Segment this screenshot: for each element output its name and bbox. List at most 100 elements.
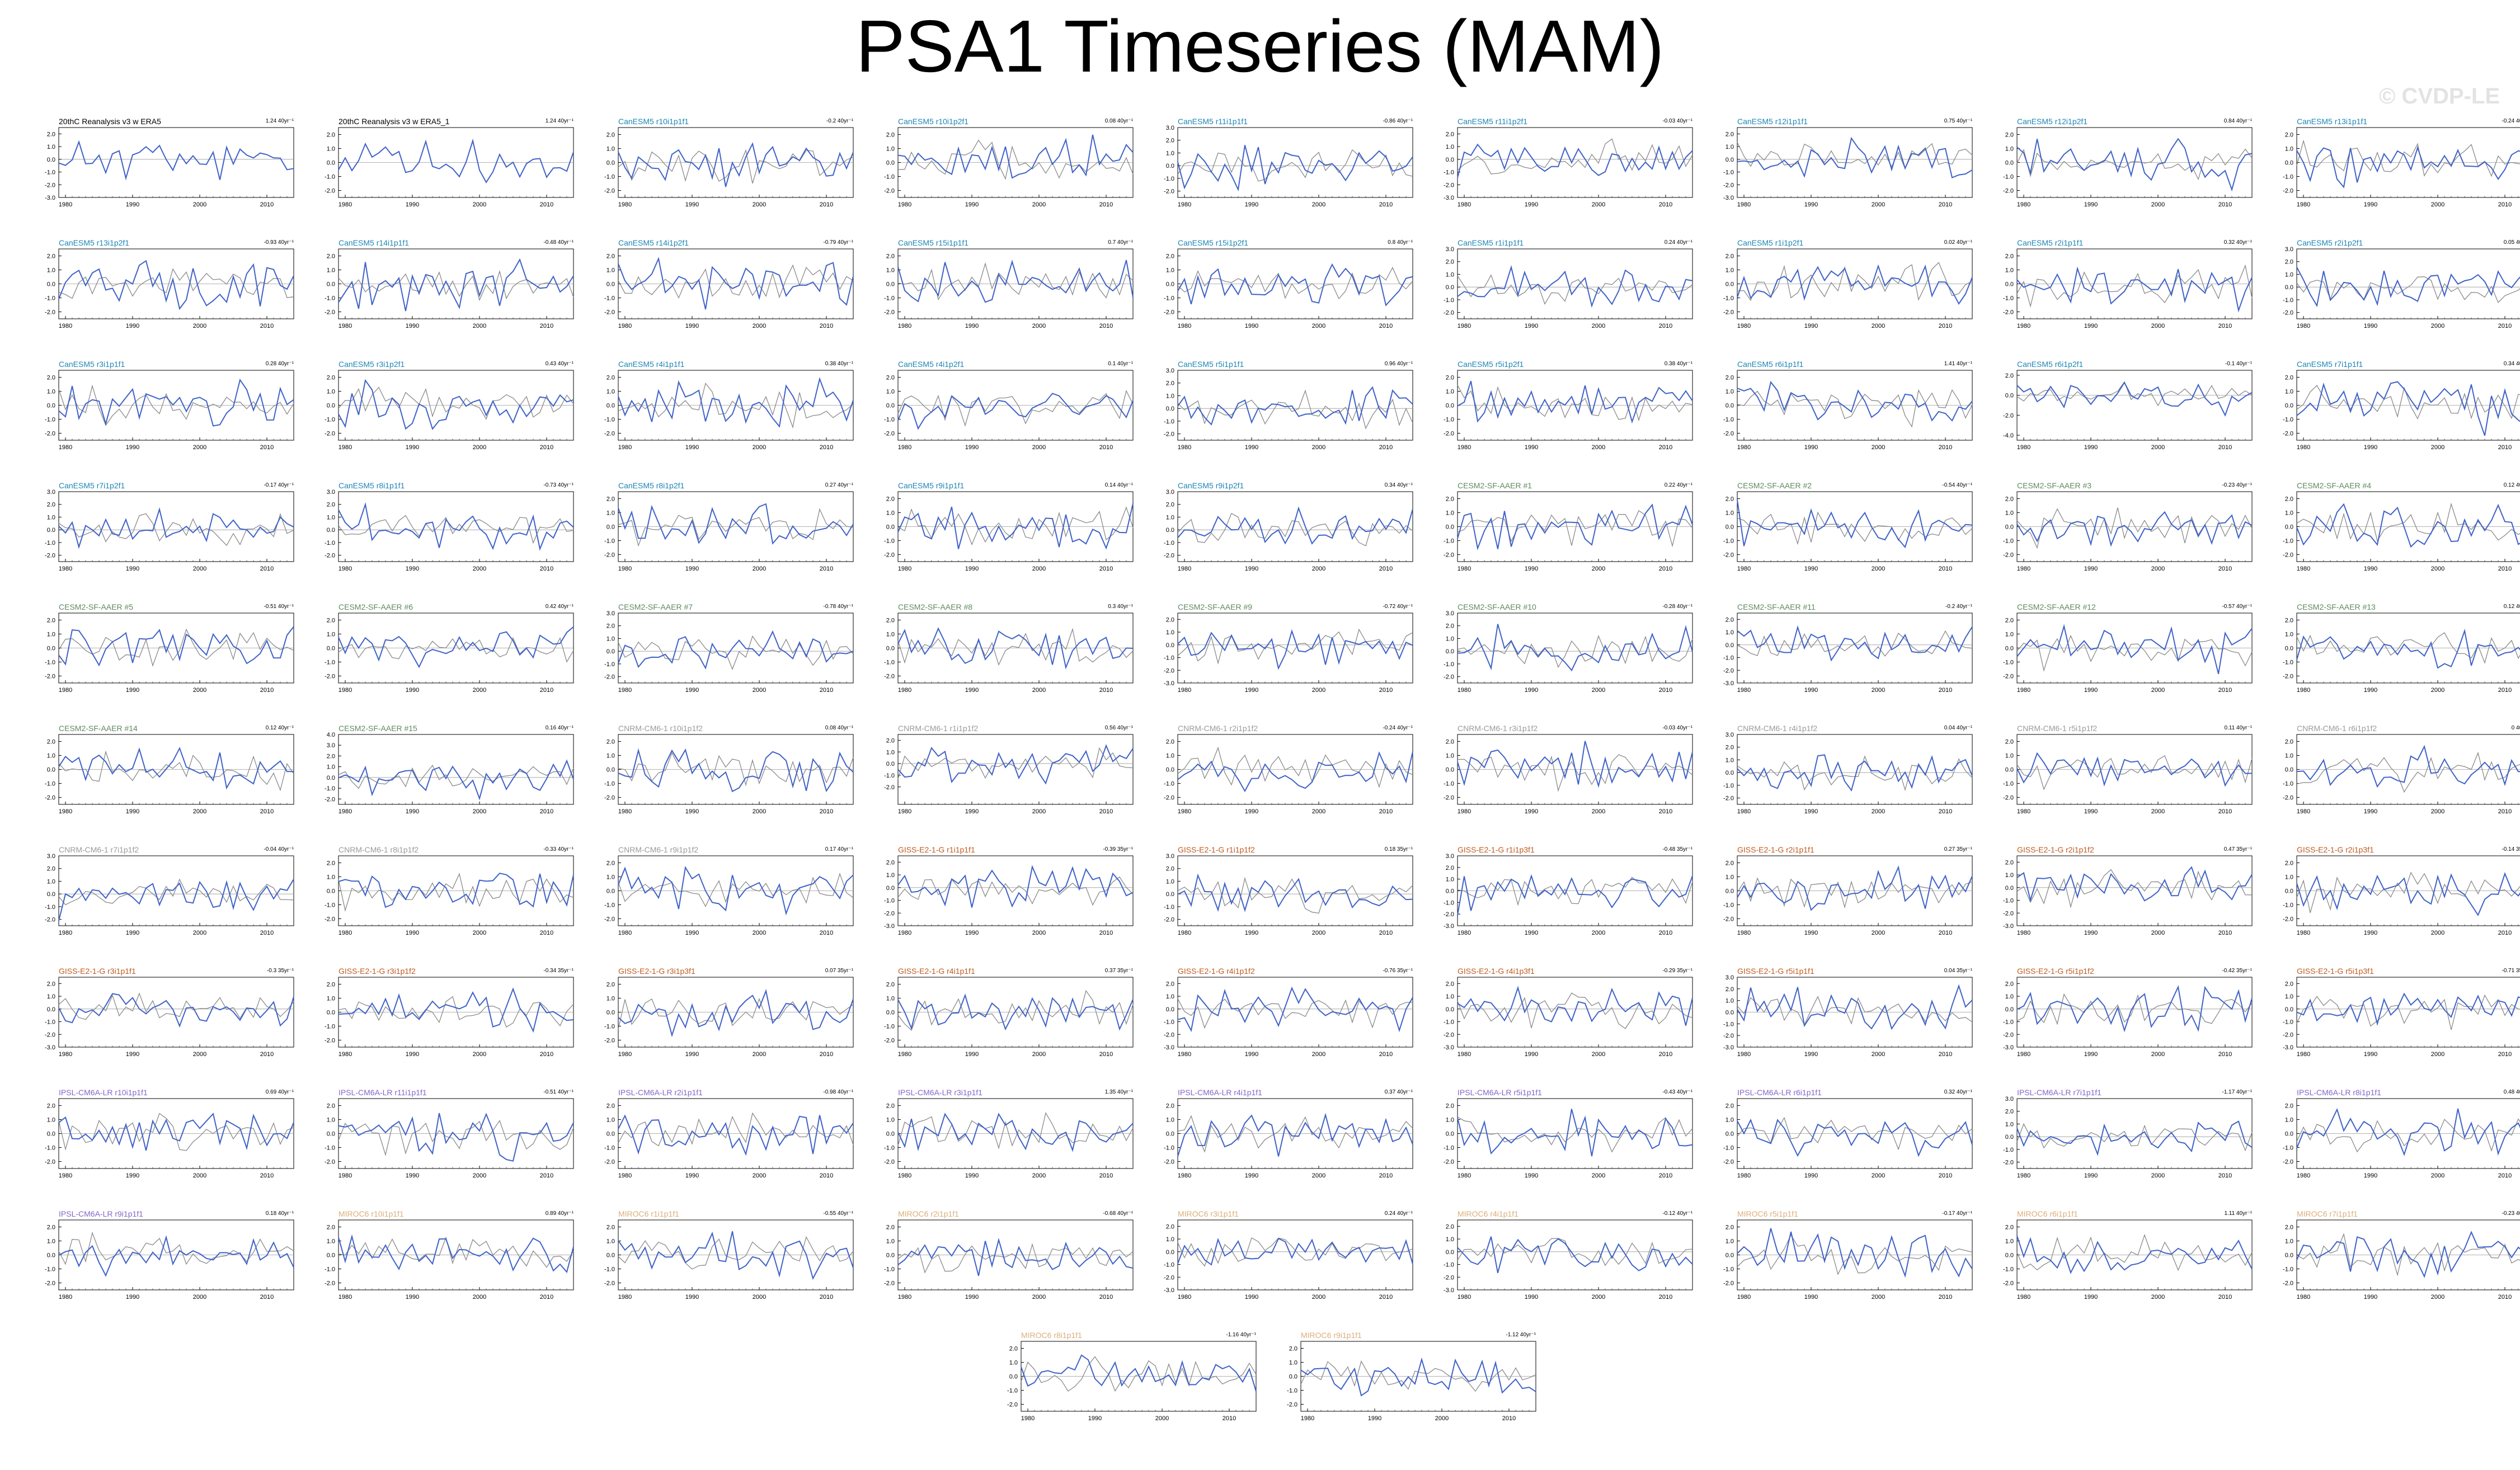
timeseries-panel: CESM2-SF-AAER #4 0.12 40yr⁻¹ 2.0 1.0 0.0 -1.0…: [2266, 480, 2520, 601]
member-series-line: [2016, 866, 2253, 902]
x-tick-label: 1980: [618, 201, 632, 208]
x-tick-label: 2000: [473, 687, 486, 694]
panel-trend: -0.51 40yr⁻¹: [264, 604, 294, 610]
x-tick-label: 2010: [2498, 1051, 2512, 1058]
y-tick-label: -2.0: [2003, 1160, 2014, 1166]
y-tick-label: -2.0: [2283, 552, 2293, 559]
x-tick-label: 1980: [1178, 201, 1191, 208]
x-tick-label: 2000: [1872, 687, 1885, 694]
panel-trend: 0.89 40yr⁻¹: [545, 1210, 573, 1217]
panel-label: CNRM-CM6-1 r7i1p1f2: [59, 845, 139, 854]
member-series-line: [1737, 136, 1973, 178]
timeseries-panel: GISS-E2-1-G r5i1p3f1 -0.71 35yr⁻¹ 2.0 1.0 0.…: [2266, 966, 2520, 1086]
y-tick-label: 3.0: [47, 489, 55, 496]
y-tick-label: 2.0: [607, 375, 615, 381]
x-tick-label: 2010: [2218, 1172, 2232, 1179]
y-tick-label: -2.0: [1723, 182, 1734, 189]
y-tick-label: -1.0: [1444, 661, 1454, 668]
x-tick-label: 2000: [1592, 323, 1605, 329]
x-tick-label: 1990: [406, 1051, 419, 1058]
y-tick-label: -2.0: [45, 182, 55, 189]
ensemble-mean-series-line: [1177, 746, 1413, 788]
y-tick-label: -1.0: [1723, 655, 1734, 662]
y-tick-label: 0.0: [886, 403, 895, 409]
y-tick-label: 2.0: [2005, 618, 2014, 624]
y-tick-label: 0.0: [2285, 646, 2293, 652]
x-tick-label: 1990: [1804, 323, 1818, 329]
panel-trend: -0.17 40yr⁻¹: [264, 482, 294, 488]
x-tick-label: 1980: [338, 930, 352, 936]
x-tick-label: 1990: [126, 1294, 139, 1301]
x-tick-label: 1990: [2084, 1172, 2098, 1179]
y-tick-label: 3.0: [47, 853, 55, 860]
y-tick-label: 2.0: [47, 1103, 55, 1110]
y-tick-label: 1.0: [47, 1117, 55, 1124]
y-tick-label: 2.0: [886, 1224, 895, 1231]
y-tick-label: 1.0: [1726, 998, 1734, 1005]
x-tick-label: 2010: [1099, 1051, 1113, 1058]
y-tick-label: 1.0: [1446, 144, 1454, 150]
x-tick-label: 2000: [193, 444, 206, 451]
y-tick-label: -2.0: [1723, 667, 1734, 674]
member-series-line: [1457, 624, 1693, 672]
panel-trend: 0.04 40yr⁻¹: [1944, 725, 1972, 731]
y-tick-label: -1.0: [884, 772, 895, 779]
panel-plot: 2.0 1.0 0.0 -1.0 -2.0 1980 1990 2000 2010: [1723, 370, 1973, 451]
y-tick-label: 1.0: [327, 514, 335, 521]
member-series-line: [618, 1114, 854, 1156]
x-tick-label: 1980: [618, 444, 632, 451]
ensemble-mean-series-line: [2296, 871, 2520, 913]
panel-trend: -0.1 40yr⁻¹: [2225, 361, 2252, 367]
x-tick-label: 2000: [2151, 687, 2165, 694]
ensemble-mean-series-line: [618, 508, 854, 547]
x-tick-label: 1980: [898, 808, 911, 815]
y-tick-label: 0.0: [2285, 284, 2293, 291]
x-tick-label: 1980: [1178, 444, 1191, 451]
x-tick-label: 1990: [1245, 808, 1258, 815]
x-tick-label: 1980: [618, 1172, 632, 1179]
x-tick-label: 2010: [1099, 201, 1113, 208]
x-tick-label: 2010: [1939, 1172, 1952, 1179]
x-tick-label: 2010: [260, 1172, 274, 1179]
x-tick-label: 1990: [126, 444, 139, 451]
timeseries-panel: CanESM5 r1i1p1f1 0.24 40yr⁻¹ 3.0 2.0 1.0 0.0 -…: [1427, 238, 1706, 358]
x-tick-label: 2010: [820, 687, 833, 694]
y-tick-label: -2.0: [2283, 188, 2293, 195]
timeseries-panel: CESM2-SF-AAER #8 0.3 40yr⁻¹ 2.0 1.0 0.0 -1.0 -…: [867, 602, 1147, 722]
timeseries-panel: GISS-E2-1-G r4i1p1f1 0.37 35yr⁻¹ 2.0 1.0 0.0…: [867, 966, 1147, 1086]
x-tick-label: 1980: [59, 687, 72, 694]
member-series-line: [1737, 380, 1973, 422]
y-tick-label: -2.0: [2283, 916, 2293, 923]
y-tick-label: 1.0: [2285, 874, 2293, 881]
x-tick-label: 1990: [965, 323, 979, 329]
member-series-line: [2296, 381, 2520, 436]
panel-trend: -0.24 40yr⁻¹: [1383, 725, 1413, 731]
timeseries-panel: CanESM5 r9i1p1f1 0.14 40yr⁻¹ 2.0 1.0 0.0 -1.0…: [867, 480, 1147, 601]
y-tick-label: 2.0: [47, 1224, 55, 1231]
ensemble-mean-series-line: [58, 1113, 294, 1151]
y-tick-label: 2.0: [2285, 132, 2293, 139]
x-tick-label: 2000: [473, 1051, 486, 1058]
y-tick-label: 2.0: [47, 502, 55, 508]
y-tick-label: -1.0: [2283, 902, 2293, 909]
timeseries-panel: CanESM5 r5i1p2f1 0.38 40yr⁻¹ 2.0 1.0 0.0 -1.0…: [1427, 359, 1706, 479]
member-series-line: [2296, 267, 2520, 308]
panel-trend: -0.42 35yr⁻¹: [2222, 968, 2252, 974]
x-tick-label: 1990: [406, 930, 419, 936]
y-tick-label: 1.0: [1446, 993, 1454, 1000]
y-tick-label: 2.0: [327, 753, 335, 760]
y-tick-label: 2.0: [1166, 502, 1174, 508]
y-tick-label: 1.0: [886, 510, 895, 517]
y-tick-label: -2.0: [2283, 1031, 2293, 1038]
x-tick-label: 1990: [406, 566, 419, 572]
panel-trend: 0.96 40yr⁻¹: [1384, 361, 1413, 367]
x-tick-label: 1980: [338, 323, 352, 329]
y-tick-label: 0.0: [1166, 891, 1174, 898]
y-tick-label: 1.0: [1726, 874, 1734, 881]
y-tick-label: 0.0: [1726, 524, 1734, 531]
y-tick-label: 2.0: [1446, 375, 1454, 381]
y-tick-label: -1.0: [1164, 418, 1174, 425]
panel-trend: 0.24 40yr⁻¹: [1664, 239, 1692, 246]
